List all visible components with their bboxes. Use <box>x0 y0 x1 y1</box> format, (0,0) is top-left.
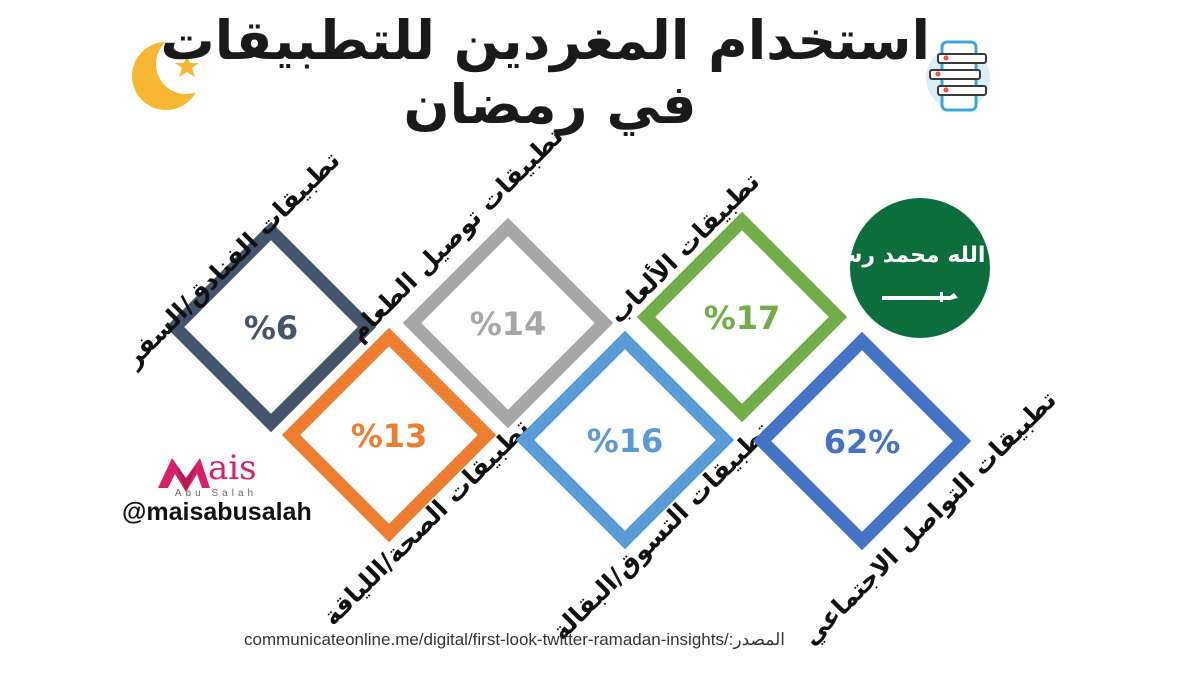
value-label-0: %6 <box>244 309 298 347</box>
value-label-3: %13 <box>351 417 428 455</box>
diamond-frame-2 <box>636 211 848 423</box>
mais-logo-icon <box>158 458 210 492</box>
diamond-frame-3 <box>281 327 497 543</box>
saudi-flag-icon: لا إله إلا الله محمد رسول الله <box>762 198 1078 338</box>
diamond-frame-5 <box>752 331 972 551</box>
value-label-1: %14 <box>470 305 547 343</box>
diamond-frame-0 <box>165 221 377 433</box>
diamond-frame-4 <box>515 330 735 550</box>
value-label-2: %17 <box>704 299 781 337</box>
source-link[interactable]: communicateonline.me/digital/first-look-… <box>244 630 786 649</box>
category-label-0: تطبيقات الفنادق/السفر <box>117 145 346 374</box>
flag-inscription: لا إله إلا الله محمد رسول الله <box>762 243 1078 268</box>
brand-subtitle: Abu Salah <box>174 488 258 499</box>
diamond-frame-1 <box>402 217 614 429</box>
page-title: استخدام المغردين للتطبيقات <box>160 9 930 72</box>
phone-chat-icon <box>926 40 990 112</box>
social-handle: @maisabusalah <box>122 498 312 526</box>
crescent-moon-star-icon <box>132 34 216 110</box>
brand-logo: ais Abu Salah <box>150 448 280 504</box>
value-label-5: 62% <box>824 423 901 461</box>
value-label-4: %16 <box>587 422 664 460</box>
page-subtitle: في رمضان <box>403 73 697 136</box>
brand-logo-text: ais <box>208 448 257 488</box>
